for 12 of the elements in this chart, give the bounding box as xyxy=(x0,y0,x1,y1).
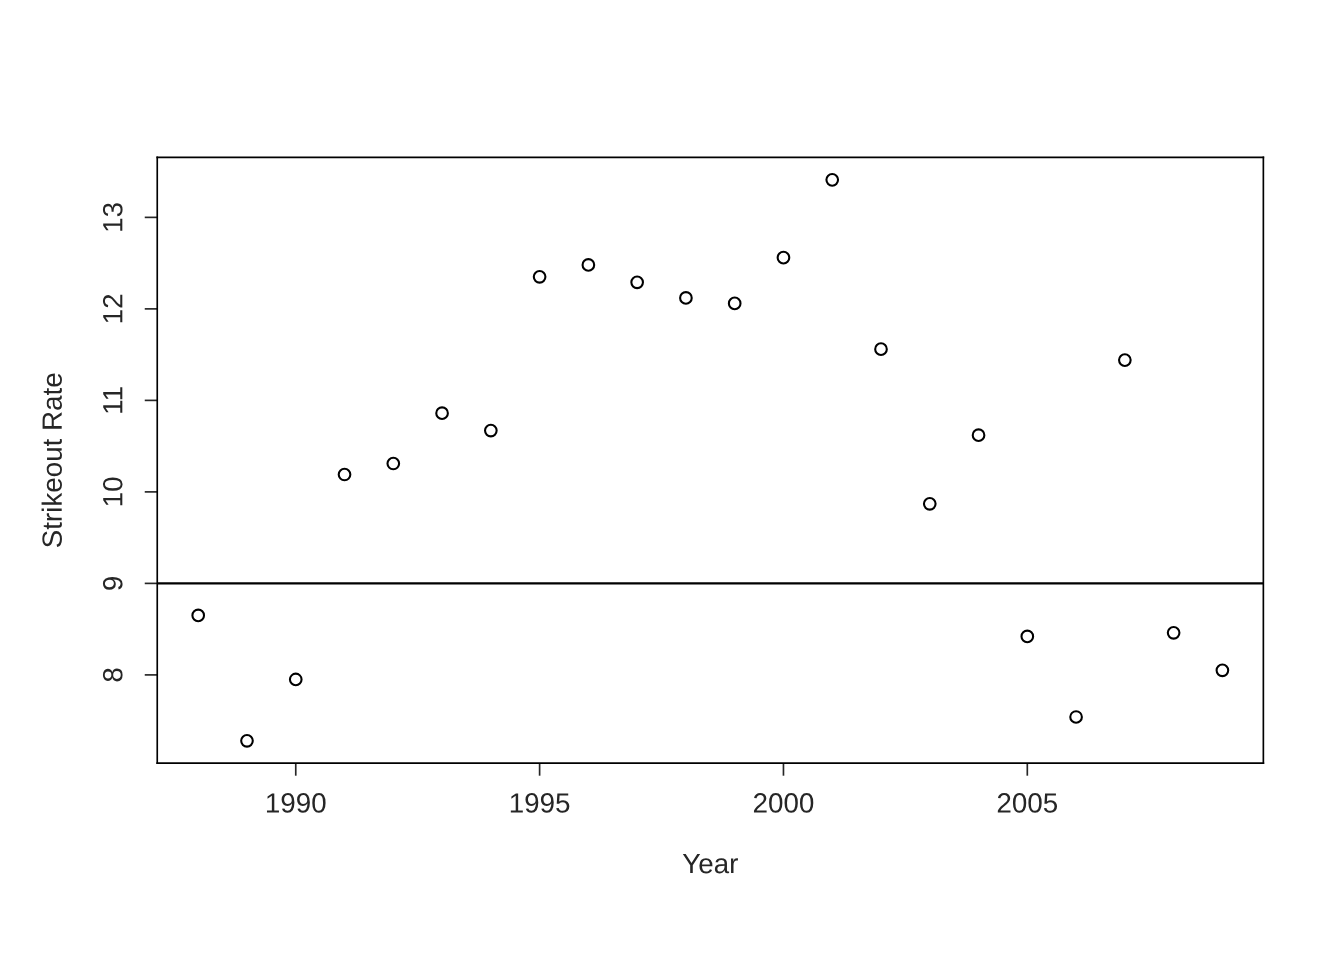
x-tick-label: 2005 xyxy=(997,793,1058,813)
y-axis-title: Strikeout Rate xyxy=(41,373,62,548)
y-tick-label: 8 xyxy=(102,668,123,682)
x-tick-label: 2000 xyxy=(753,793,814,813)
x-tick-label: 1990 xyxy=(266,793,326,813)
x-tick-label: 1995 xyxy=(510,793,570,813)
y-tick-label: 11 xyxy=(103,387,123,413)
y-tick-label: 13 xyxy=(102,203,123,231)
x-axis-title: Year xyxy=(682,854,738,874)
y-tick-label: 12 xyxy=(102,294,123,323)
y-tick-label: 10 xyxy=(102,477,123,506)
y-tick-label: 9 xyxy=(102,576,123,590)
